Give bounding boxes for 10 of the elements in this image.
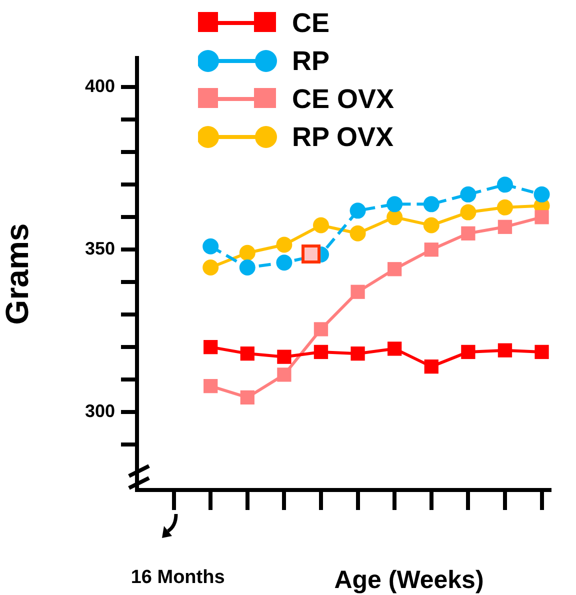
legend-label: CE OVX (292, 84, 394, 114)
y-axis-title: Grams (0, 223, 36, 325)
x-axis-title: Age (Weeks) (334, 566, 484, 594)
legend-label: RP (292, 46, 330, 76)
legend-label: CE (292, 8, 330, 38)
text: 16 Months (130, 567, 225, 588)
legend-label: RP OVX (292, 122, 394, 152)
y-tick-label: 300 (84, 401, 115, 422)
y-tick-label: 350 (84, 238, 115, 259)
y-tick-label: 400 (84, 76, 115, 96)
